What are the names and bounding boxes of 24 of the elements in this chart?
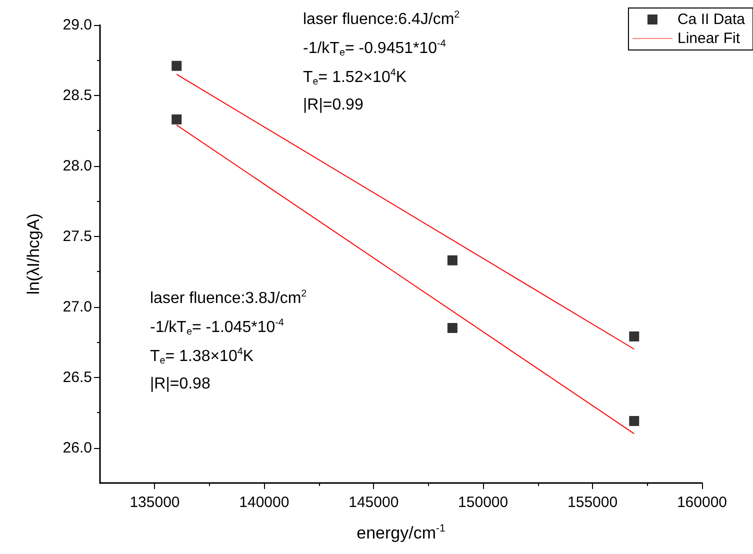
y-tick-label: 29.0 [62, 16, 92, 34]
point [172, 114, 182, 124]
x-tick-label: 160000 [676, 494, 728, 511]
x-tick-label: 150000 [458, 494, 508, 511]
legend-label: Ca II Data [677, 11, 746, 28]
y-axis-title: ln(λI/hcgA) [24, 213, 43, 295]
y-tick-label: 28.5 [62, 86, 92, 104]
x-tick-label: 135000 [130, 494, 180, 511]
point [172, 60, 182, 71]
point [447, 255, 458, 266]
y-tick-label: 28.0 [62, 157, 92, 174]
y-tick-label: 26.5 [62, 368, 92, 386]
x-tick-label: 140000 [239, 494, 290, 511]
annotation: |R|=0.98 [150, 376, 210, 392]
y-tick-label: 27.5 [62, 228, 92, 245]
y-tick-label: 27.0 [62, 298, 92, 316]
point [447, 322, 458, 333]
legend-label: Linear Fit [677, 30, 741, 47]
point [629, 331, 640, 342]
x-tick-label: 145000 [348, 494, 399, 511]
point [629, 416, 640, 426]
annotation: |R|=0.99 [303, 96, 364, 114]
y-tick-label: 26.0 [62, 439, 92, 456]
x-tick-label: 155000 [568, 494, 618, 511]
